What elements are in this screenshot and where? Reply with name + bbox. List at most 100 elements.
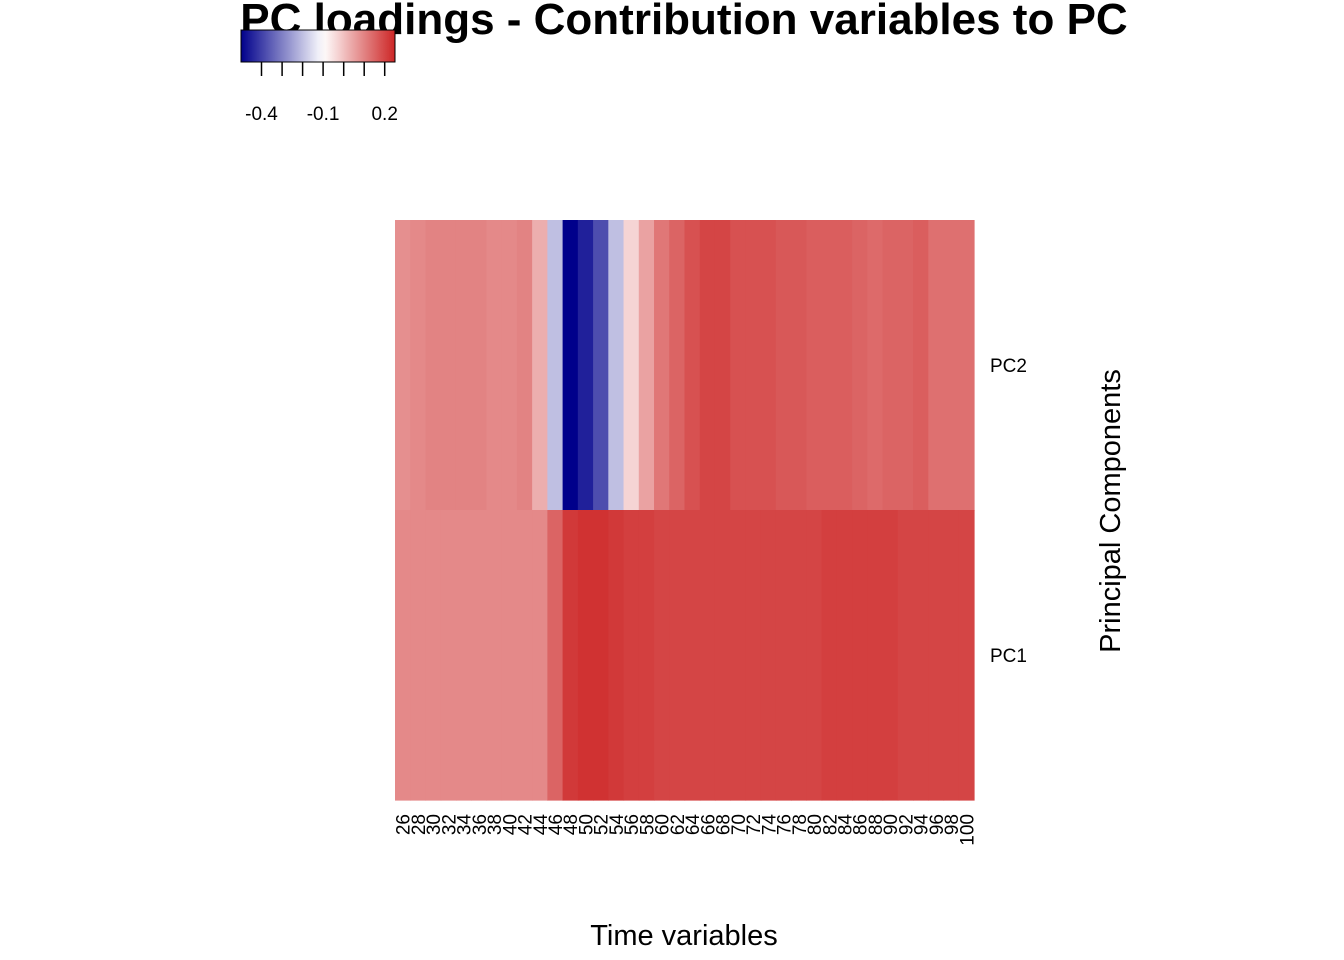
heatmap-cell-pc1-60	[654, 510, 670, 801]
heatmap-cell-pc2-78	[791, 220, 807, 511]
x-tick-label-32: 32	[439, 814, 460, 835]
row-labels: PC2 PC1	[990, 356, 1027, 667]
heatmap-cell-pc2-34	[455, 220, 472, 511]
heatmap-cell-pc2-72	[745, 220, 762, 511]
heatmap-cell-pc2-90	[882, 220, 899, 511]
heatmap-cell-pc2-28	[410, 220, 427, 511]
x-tick-label-76: 76	[775, 814, 796, 835]
x-tick-label-98: 98	[942, 814, 963, 835]
heatmap-cell-pc2-38	[486, 220, 503, 511]
heatmap-cell-pc2-96	[928, 220, 945, 511]
x-tick-label-90: 90	[881, 814, 902, 835]
y-axis-title: Principal Components	[1095, 369, 1127, 653]
heatmap-cell-pc2-82	[821, 220, 838, 511]
heatmap-cell-pc1-42	[516, 510, 533, 801]
x-tick-label-84: 84	[836, 814, 857, 836]
x-tick-label-44: 44	[531, 814, 552, 836]
x-tick-label-68: 68	[714, 814, 735, 835]
heatmap-cell-pc1-36	[471, 510, 488, 801]
heatmap-cell-pc2-42	[516, 220, 533, 511]
heatmap-cell-pc2-30	[425, 220, 442, 511]
x-tick-label-42: 42	[516, 814, 537, 835]
x-tick-label-72: 72	[744, 814, 765, 835]
heatmap-cell-pc2-100	[958, 220, 975, 511]
heatmap-cell-pc1-90	[882, 510, 899, 801]
x-tick-label-40: 40	[500, 814, 521, 835]
heatmap-cell-pc2-70	[730, 220, 747, 511]
heatmap-cell-pc1-52	[593, 510, 609, 801]
x-tick-label-80: 80	[805, 814, 826, 835]
x-tick-label-52: 52	[592, 814, 613, 835]
x-tick-label-38: 38	[485, 814, 506, 835]
heatmap-cell-pc2-74	[760, 220, 777, 511]
heatmap-cell-pc2-94	[913, 220, 929, 511]
heatmap-cell-pc2-80	[806, 220, 823, 511]
heatmap-cell-pc1-80	[806, 510, 823, 801]
heatmap-cell-pc2-46	[547, 220, 564, 511]
heatmap-cell-pc2-98	[943, 220, 960, 511]
heatmap-cell-pc2-58	[638, 220, 655, 511]
heatmap-cell-pc2-86	[852, 220, 868, 511]
x-tick-label-46: 46	[546, 814, 567, 835]
heatmap-cell-pc2-76	[775, 220, 792, 511]
heatmap-cell-pc1-98	[943, 510, 960, 801]
heatmap-cell-pc1-62	[669, 510, 686, 801]
x-tick-label-60: 60	[653, 814, 674, 835]
x-tick-label-62: 62	[668, 814, 689, 835]
heatmap-cell-pc1-56	[623, 510, 640, 801]
x-tick-label-94: 94	[912, 814, 933, 836]
x-tick-label-66: 66	[698, 814, 719, 835]
heatmap-cell-pc2-66	[699, 220, 716, 511]
legend-color-bar	[240, 29, 396, 63]
heatmap-cell-pc2-44	[532, 220, 548, 511]
x-tick-label-56: 56	[622, 814, 643, 835]
heatmap-cell-pc1-46	[547, 510, 564, 801]
x-tick-label-58: 58	[637, 814, 658, 835]
x-tick-label-28: 28	[409, 814, 430, 835]
x-tick-label-86: 86	[851, 814, 872, 835]
heatmap-cell-pc1-86	[852, 510, 868, 801]
x-tick-label-26: 26	[394, 814, 415, 835]
x-tick-label-36: 36	[470, 814, 491, 835]
heatmap-cell-pc2-92	[897, 220, 914, 511]
heatmap-cell-pc1-38	[486, 510, 503, 801]
heatmap-cell-pc1-30	[425, 510, 442, 801]
row-label-pc2: PC2	[990, 356, 1027, 377]
heatmap-cell-pc1-76	[775, 510, 792, 801]
x-tick-labels: 2628303234363840424446485052545658606264…	[394, 814, 979, 846]
heatmap-cell-pc2-54	[608, 220, 625, 511]
heatmap-cell-pc1-54	[608, 510, 625, 801]
x-tick-label-88: 88	[866, 814, 887, 835]
heatmap-cell-pc2-26	[395, 220, 411, 511]
color-legend: -0.4 -0.1 0.2	[240, 29, 398, 125]
x-tick-label-30: 30	[424, 814, 445, 835]
heatmap-cell-pc2-62	[669, 220, 686, 511]
heatmap-cell-pc1-34	[455, 510, 472, 801]
heatmap-cell-pc2-64	[684, 220, 701, 511]
x-tick-label-50: 50	[577, 814, 598, 835]
x-tick-label-92: 92	[896, 814, 917, 835]
heatmap-cell-pc2-48	[562, 220, 579, 511]
heatmap-cell-pc1-28	[410, 510, 427, 801]
x-tick-label-74: 74	[759, 814, 780, 836]
heatmap-cell-pc2-88	[867, 220, 884, 511]
heatmap-cell-pc2-32	[440, 220, 457, 511]
heatmap-cell-pc1-26	[395, 510, 411, 801]
heatmap-cell-pc2-36	[471, 220, 488, 511]
heatmap-cell-pc1-50	[577, 510, 594, 801]
x-tick-label-82: 82	[820, 814, 841, 835]
x-tick-label-48: 48	[561, 814, 582, 835]
heatmap-cell-pc1-82	[821, 510, 838, 801]
legend-tick-label: 0.2	[371, 104, 397, 125]
x-axis-title: Time variables	[590, 920, 777, 952]
heatmap-cell-pc2-52	[593, 220, 609, 511]
heatmap-cell-pc2-68	[714, 220, 731, 511]
heatmap-cell-pc1-88	[867, 510, 884, 801]
heatmap-cell-pc1-68	[714, 510, 731, 801]
heatmap-cell-pc1-96	[928, 510, 945, 801]
heatmap-cell-pc1-64	[684, 510, 701, 801]
heatmap-cell-pc1-32	[440, 510, 457, 801]
x-tick-label-34: 34	[455, 814, 476, 836]
heatmap-cell-pc1-40	[501, 510, 518, 801]
